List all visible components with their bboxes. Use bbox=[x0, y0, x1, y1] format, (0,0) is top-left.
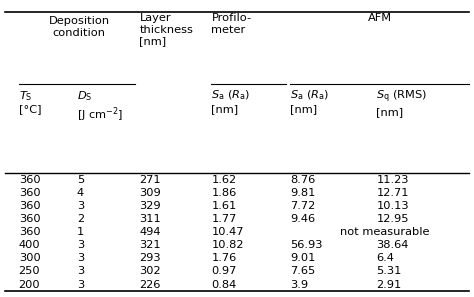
Text: $S_{\mathrm{q}}$ (RMS)
[nm]: $S_{\mathrm{q}}$ (RMS) [nm] bbox=[376, 89, 428, 117]
Text: 3: 3 bbox=[77, 240, 84, 250]
Text: 12.71: 12.71 bbox=[376, 188, 409, 198]
Text: 1.77: 1.77 bbox=[211, 214, 237, 224]
Text: $S_{\mathrm{a}}$ ($R_{\mathrm{a}}$)
[nm]: $S_{\mathrm{a}}$ ($R_{\mathrm{a}}$) [nm] bbox=[211, 89, 250, 114]
Text: 1.61: 1.61 bbox=[211, 201, 237, 211]
Text: 494: 494 bbox=[139, 227, 161, 237]
Text: 5: 5 bbox=[77, 175, 84, 185]
Text: 200: 200 bbox=[18, 279, 40, 290]
Text: 226: 226 bbox=[139, 279, 161, 290]
Text: Deposition
condition: Deposition condition bbox=[48, 16, 109, 38]
Text: 1.62: 1.62 bbox=[211, 175, 237, 185]
Text: 3: 3 bbox=[77, 201, 84, 211]
Text: 311: 311 bbox=[139, 214, 161, 224]
Text: 56.93: 56.93 bbox=[291, 240, 323, 250]
Text: 9.46: 9.46 bbox=[291, 214, 316, 224]
Text: 360: 360 bbox=[18, 227, 40, 237]
Text: 293: 293 bbox=[139, 253, 161, 263]
Text: 2.91: 2.91 bbox=[376, 279, 401, 290]
Text: $D_{\mathrm{S}}$
[J cm$^{-2}$]: $D_{\mathrm{S}}$ [J cm$^{-2}$] bbox=[77, 89, 123, 124]
Text: 400: 400 bbox=[18, 240, 40, 250]
Text: 7.72: 7.72 bbox=[291, 201, 316, 211]
Text: Layer
thickness
[nm]: Layer thickness [nm] bbox=[139, 13, 193, 46]
Text: 360: 360 bbox=[18, 214, 40, 224]
Text: 3: 3 bbox=[77, 253, 84, 263]
Text: 0.84: 0.84 bbox=[211, 279, 237, 290]
Text: 9.81: 9.81 bbox=[291, 188, 316, 198]
Text: 1: 1 bbox=[77, 227, 84, 237]
Text: 3.9: 3.9 bbox=[291, 279, 309, 290]
Text: 360: 360 bbox=[18, 201, 40, 211]
Text: 5.31: 5.31 bbox=[376, 266, 402, 277]
Text: 300: 300 bbox=[18, 253, 40, 263]
Text: 7.65: 7.65 bbox=[291, 266, 316, 277]
Text: 6.4: 6.4 bbox=[376, 253, 394, 263]
Text: AFM: AFM bbox=[368, 13, 392, 23]
Text: 0.97: 0.97 bbox=[211, 266, 237, 277]
Text: 4: 4 bbox=[77, 188, 84, 198]
Text: 3: 3 bbox=[77, 266, 84, 277]
Text: 271: 271 bbox=[139, 175, 161, 185]
Text: 3: 3 bbox=[77, 279, 84, 290]
Text: 38.64: 38.64 bbox=[376, 240, 409, 250]
Text: 10.82: 10.82 bbox=[211, 240, 244, 250]
Text: 2: 2 bbox=[77, 214, 84, 224]
Text: 1.76: 1.76 bbox=[211, 253, 237, 263]
Text: 309: 309 bbox=[139, 188, 161, 198]
Text: 10.47: 10.47 bbox=[211, 227, 244, 237]
Text: 11.23: 11.23 bbox=[376, 175, 409, 185]
Text: not measurable: not measurable bbox=[340, 227, 429, 237]
Text: 8.76: 8.76 bbox=[291, 175, 316, 185]
Text: 321: 321 bbox=[139, 240, 161, 250]
Text: 1.86: 1.86 bbox=[211, 188, 237, 198]
Text: 9.01: 9.01 bbox=[291, 253, 316, 263]
Text: 302: 302 bbox=[139, 266, 161, 277]
Text: 329: 329 bbox=[139, 201, 161, 211]
Text: $T_{\mathrm{S}}$
[°C]: $T_{\mathrm{S}}$ [°C] bbox=[18, 89, 41, 114]
Text: Profilo-
meter: Profilo- meter bbox=[211, 13, 252, 35]
Text: 12.95: 12.95 bbox=[376, 214, 409, 224]
Text: 360: 360 bbox=[18, 188, 40, 198]
Text: 250: 250 bbox=[18, 266, 40, 277]
Text: $S_{\mathrm{a}}$ ($R_{\mathrm{a}}$)
[nm]: $S_{\mathrm{a}}$ ($R_{\mathrm{a}}$) [nm] bbox=[291, 89, 329, 114]
Text: 360: 360 bbox=[18, 175, 40, 185]
Text: 10.13: 10.13 bbox=[376, 201, 409, 211]
